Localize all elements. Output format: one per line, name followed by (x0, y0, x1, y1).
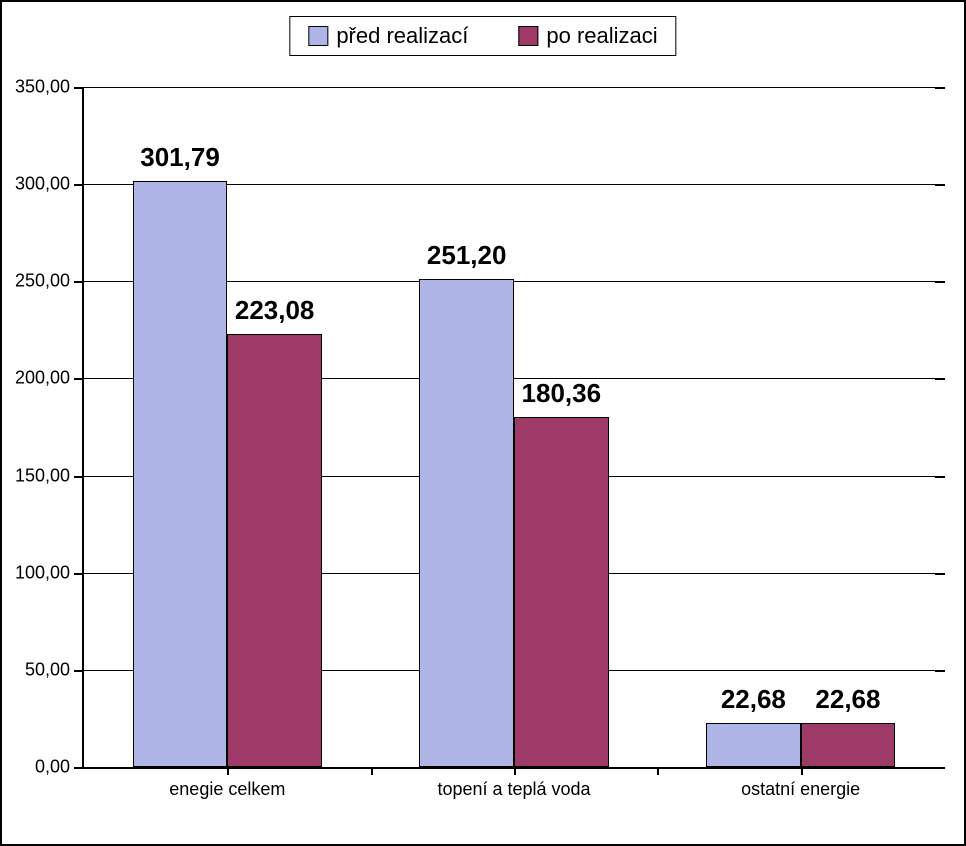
category-label: enegie celkem (169, 779, 285, 800)
y-tick (74, 281, 84, 283)
y-tick (74, 184, 84, 186)
y-tick-right (935, 767, 945, 769)
legend-swatch-after (518, 26, 538, 46)
category-tick (227, 767, 229, 775)
y-tick-label: 0,00 (35, 757, 70, 778)
legend-label-after: po realizaci (546, 23, 657, 49)
y-tick (74, 87, 84, 89)
bar-value-label: 301,79 (140, 142, 220, 173)
bar-value-label: 22,68 (815, 684, 880, 715)
bar-value-label: 223,08 (235, 295, 315, 326)
y-tick-label: 250,00 (15, 271, 70, 292)
bar-value-label: 22,68 (721, 684, 786, 715)
category-label: topení a teplá voda (437, 779, 590, 800)
bar (706, 723, 801, 767)
chart-container: před realizací po realizaci 0,0050,00100… (0, 0, 966, 846)
gridline (84, 87, 944, 88)
y-tick (74, 573, 84, 575)
y-tick (74, 767, 84, 769)
legend-label-before: před realizací (336, 23, 468, 49)
bar (133, 181, 228, 767)
legend-swatch-before (308, 26, 328, 46)
bar (801, 723, 896, 767)
legend-item-before: před realizací (308, 23, 468, 49)
plot-area: 0,0050,00100,00150,00200,00250,00300,003… (82, 87, 944, 769)
y-tick (74, 378, 84, 380)
category-boundary-tick (657, 767, 659, 775)
y-tick-label: 50,00 (25, 659, 70, 680)
legend: před realizací po realizaci (289, 16, 676, 56)
category-tick (514, 767, 516, 775)
y-tick (74, 670, 84, 672)
y-tick-label: 300,00 (15, 174, 70, 195)
bar-value-label: 180,36 (522, 378, 602, 409)
legend-item-after: po realizaci (518, 23, 657, 49)
y-tick-label: 150,00 (15, 465, 70, 486)
y-tick-label: 200,00 (15, 368, 70, 389)
bar (227, 334, 322, 767)
bar-value-label: 251,20 (427, 240, 507, 271)
category-label: ostatní energie (741, 779, 860, 800)
bar (514, 417, 609, 767)
bar (419, 279, 514, 767)
y-tick-label: 100,00 (15, 562, 70, 583)
y-tick (74, 476, 84, 478)
category-tick (801, 767, 803, 775)
category-boundary-tick (371, 767, 373, 775)
y-tick-label: 350,00 (15, 77, 70, 98)
